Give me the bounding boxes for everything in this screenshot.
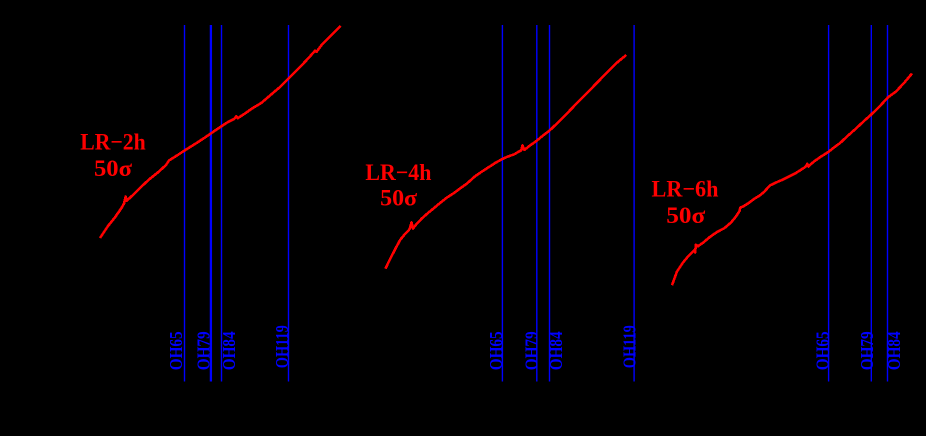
svg-text:OH84: OH84 bbox=[546, 331, 566, 370]
svg-text:LR−6h: LR−6h bbox=[652, 176, 719, 201]
svg-text:OH65: OH65 bbox=[166, 331, 186, 370]
svg-text:OH65: OH65 bbox=[486, 331, 506, 370]
svg-text:50σ: 50σ bbox=[380, 186, 418, 211]
svg-text:OH119: OH119 bbox=[272, 325, 292, 368]
svg-text:50σ: 50σ bbox=[94, 156, 133, 181]
svg-text:LR−2h: LR−2h bbox=[80, 129, 146, 154]
svg-text:OH79: OH79 bbox=[522, 331, 542, 370]
svg-text:LR−4h: LR−4h bbox=[365, 160, 431, 185]
svg-text:OH65: OH65 bbox=[812, 331, 832, 370]
svg-text:OH84: OH84 bbox=[884, 331, 904, 370]
svg-text:OH84: OH84 bbox=[219, 331, 239, 370]
svg-text:OH79: OH79 bbox=[194, 331, 214, 370]
svg-text:50σ: 50σ bbox=[666, 203, 706, 228]
svg-text:OH79: OH79 bbox=[857, 331, 877, 370]
svg-text:OH119: OH119 bbox=[619, 325, 639, 368]
